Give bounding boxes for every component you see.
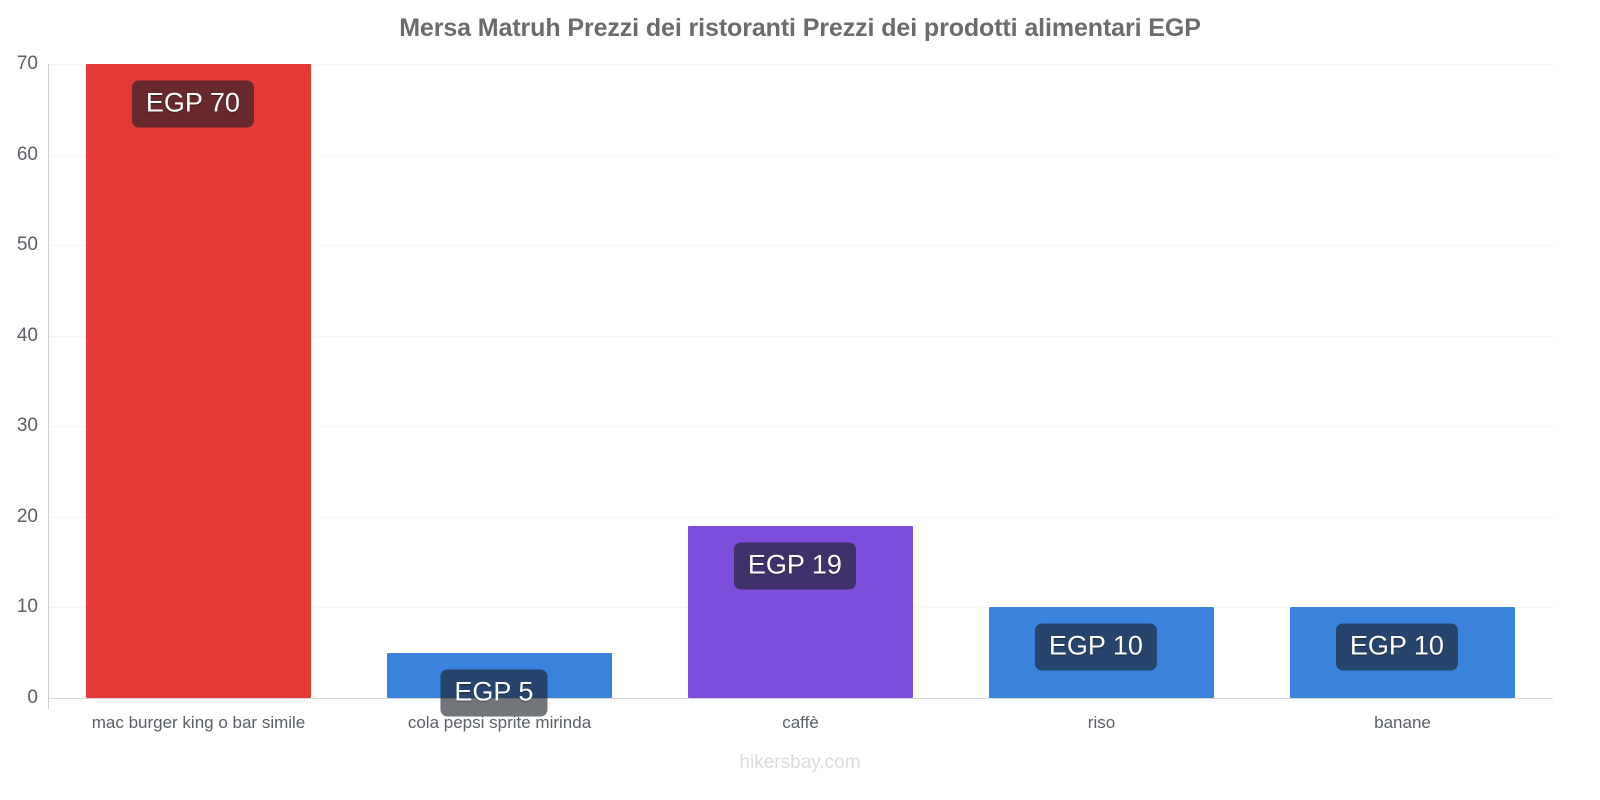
x-axis-tick-label: banane: [1374, 713, 1431, 732]
y-axis-tick-label: 60: [16, 143, 38, 165]
y-axis-tick-label: 0: [27, 687, 38, 708]
y-axis-tick-label: 10: [16, 596, 38, 618]
watermark-label: hikersbay.com: [739, 752, 861, 773]
y-axis-tick-label: 50: [16, 234, 38, 256]
gridline: [48, 335, 1553, 337]
y-axis-tick-label: 20: [16, 505, 38, 527]
bar-value-label: EGP 5: [440, 669, 548, 717]
chart-title: Mersa Matruh Prezzi dei ristoranti Prezz…: [399, 14, 1201, 42]
x-axis-tick-label: cola pepsi sprite mirinda: [407, 713, 592, 732]
y-axis-line: [48, 64, 49, 709]
bar-value-label: EGP 10: [1335, 623, 1458, 671]
gridline: [48, 516, 1553, 518]
bar-series: EGP 70 EGP 5 EGP 19 EGP 10 EGP 10: [48, 64, 1553, 717]
bar[interactable]: [85, 64, 312, 698]
x-axis-tick-label: caffè: [782, 713, 819, 732]
x-axis-tick-label: mac burger king o bar simile: [91, 713, 306, 732]
bar-value-label: EGP 10: [1034, 623, 1157, 671]
bar-value-label: EGP 70: [131, 80, 254, 128]
y-axis-tick-label: 30: [16, 415, 38, 437]
x-axis-line: [48, 698, 1553, 699]
y-axis-tick-label: 70: [16, 53, 38, 74]
y-axis-tick-label: 40: [16, 324, 38, 346]
gridline: [48, 426, 1553, 428]
gridline: [48, 245, 1553, 247]
gridline: [48, 154, 1553, 156]
bar-value-label: EGP 19: [733, 542, 856, 590]
gridline: [48, 64, 1553, 65]
x-axis-tick-label: riso: [1087, 713, 1116, 732]
